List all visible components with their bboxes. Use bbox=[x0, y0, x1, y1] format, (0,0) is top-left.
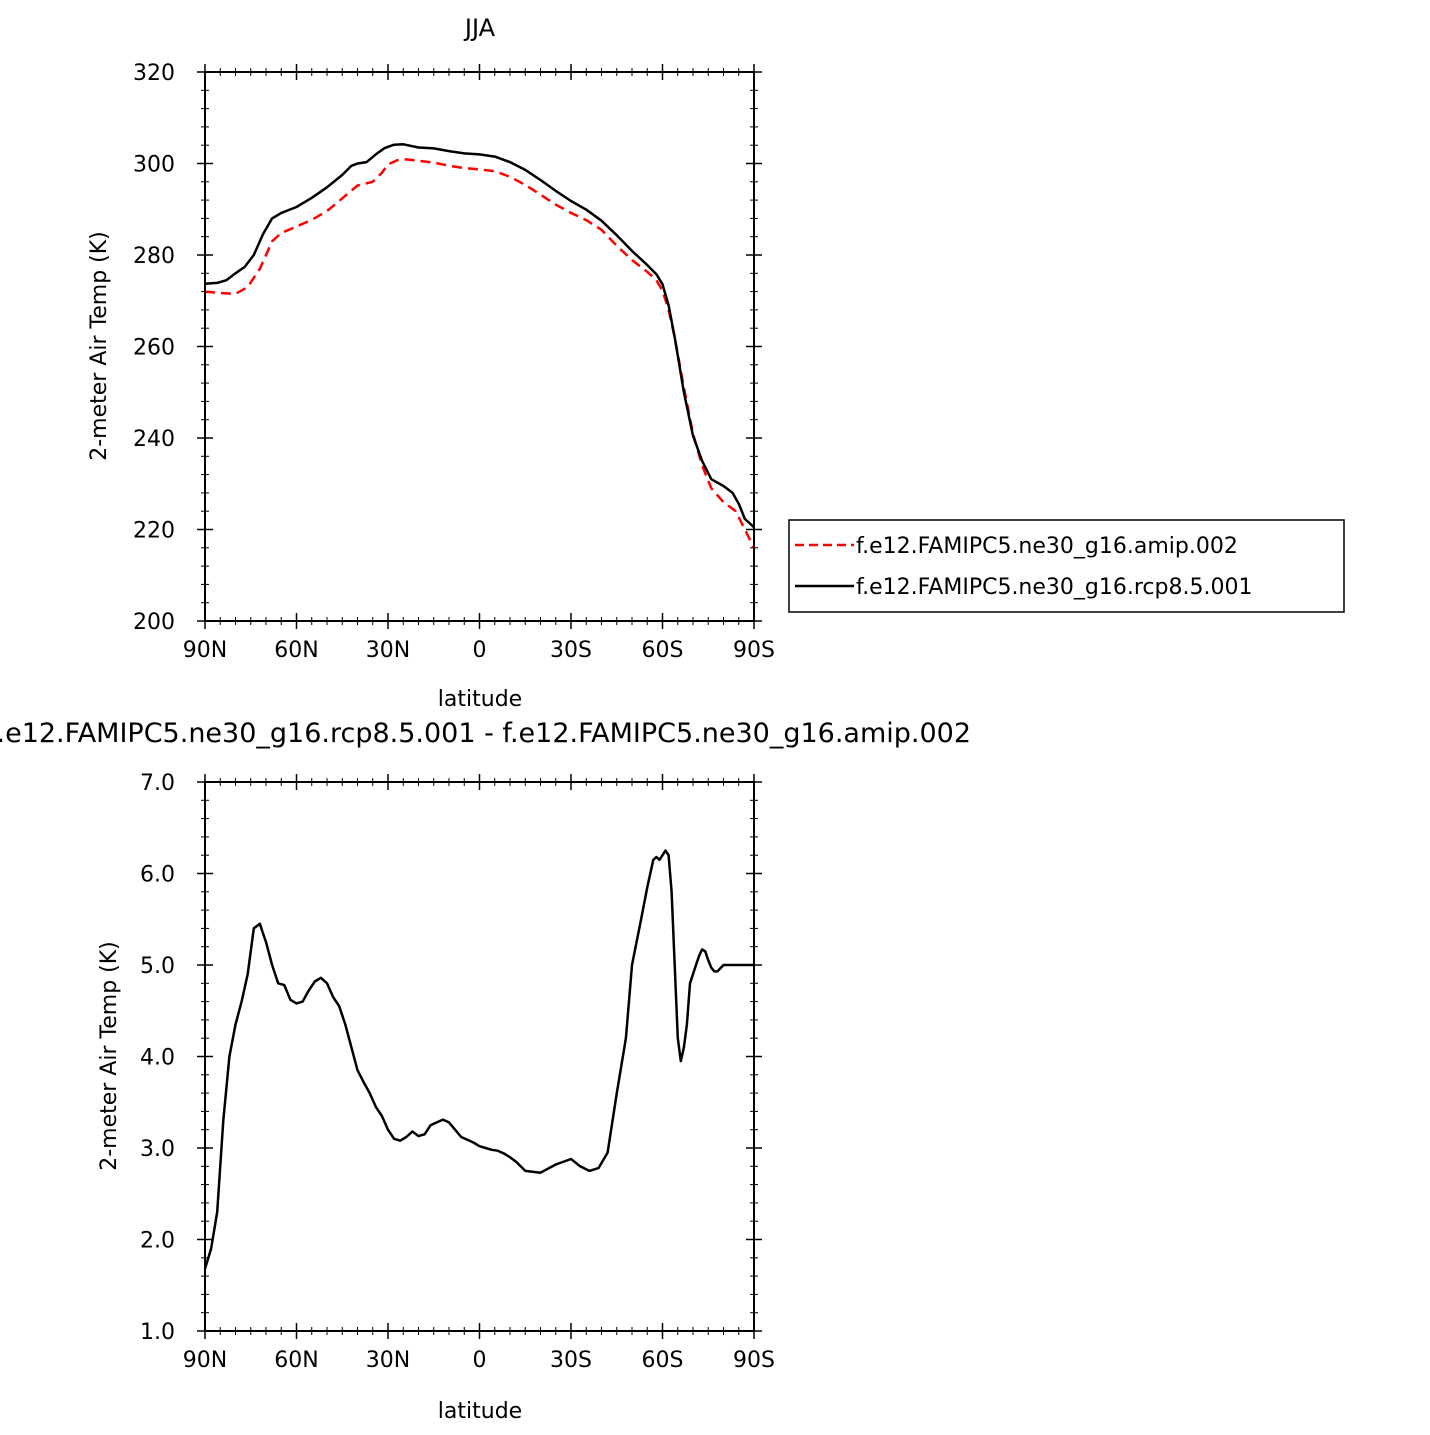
bottom-ytick-label: 1.0 bbox=[140, 1320, 175, 1345]
legend-label-amip: f.e12.FAMIPC5.ne30_g16.amip.002 bbox=[856, 534, 1238, 559]
top-ytick-label: 320 bbox=[133, 61, 175, 86]
bottom-xtick-label: 0 bbox=[473, 1348, 487, 1373]
top-xtick-label: 60N bbox=[274, 638, 318, 663]
bottom-ylabel: 2-meter Air Temp (K) bbox=[97, 941, 122, 1171]
bottom-xtick-label: 60S bbox=[642, 1348, 684, 1373]
top-ylabel: 2-meter Air Temp (K) bbox=[87, 231, 112, 461]
bottom-panel: f.e12.FAMIPC5.ne30_g16.rcp8.5.001 - f.e1… bbox=[0, 718, 971, 1424]
bottom-xtick-label: 90S bbox=[733, 1348, 775, 1373]
bottom-ytick-label: 7.0 bbox=[140, 771, 175, 796]
legend-box bbox=[788, 519, 1345, 613]
top-xtick-label: 90N bbox=[183, 638, 227, 663]
top-ytick-label: 200 bbox=[133, 610, 175, 635]
top-ytick-label: 260 bbox=[133, 336, 175, 361]
bottom-xtick-label: 60N bbox=[274, 1348, 318, 1373]
top-ytick-label: 280 bbox=[133, 244, 175, 269]
bottom-series-lines bbox=[203, 849, 754, 1270]
bottom-axis-ticks: 90N 60N 30N 0 30S 60S 90S 1.0 2.0 3.0 4.0 5.0 6.0 7.0 bbox=[140, 771, 775, 1373]
top-xtick-label: 30S bbox=[550, 638, 592, 663]
bottom-xtick-label: 30N bbox=[366, 1348, 410, 1373]
top-series-lines bbox=[204, 143, 756, 549]
top-ytick-label: 240 bbox=[133, 427, 175, 452]
top-panel: JJA latitude 2-meter Air Temp (K) 90N 60N… bbox=[87, 14, 775, 712]
bottom-ytick-label: 5.0 bbox=[140, 954, 175, 979]
bottom-ytick-label: 3.0 bbox=[140, 1137, 175, 1162]
top-plot-frame bbox=[204, 71, 755, 622]
top-ytick-label: 220 bbox=[133, 519, 175, 544]
top-xtick-label: 90S bbox=[733, 638, 775, 663]
legend: f.e12.FAMIPC5.ne30_g16.amip.002 f.e12.FA… bbox=[788, 519, 1345, 613]
bottom-title: f.e12.FAMIPC5.ne30_g16.rcp8.5.001 - f.e1… bbox=[0, 718, 971, 749]
top-ytick-label: 300 bbox=[133, 153, 175, 178]
top-title: JJA bbox=[463, 14, 496, 42]
top-series-line-0 bbox=[204, 158, 756, 549]
top-xtick-label: 60S bbox=[642, 638, 684, 663]
top-xlabel: latitude bbox=[438, 687, 522, 712]
bottom-plot-frame bbox=[204, 781, 755, 1332]
bottom-ytick-label: 4.0 bbox=[140, 1046, 175, 1071]
bottom-xtick-label: 90N bbox=[183, 1348, 227, 1373]
top-series-line-1 bbox=[204, 143, 755, 529]
bottom-ytick-label: 6.0 bbox=[140, 863, 175, 888]
bottom-series-line-0 bbox=[203, 849, 754, 1270]
bottom-ytick-label: 2.0 bbox=[140, 1229, 175, 1254]
bottom-xlabel: latitude bbox=[438, 1399, 522, 1424]
legend-label-rcp: f.e12.FAMIPC5.ne30_g16.rcp8.5.001 bbox=[856, 575, 1252, 600]
top-xtick-label: 30N bbox=[366, 638, 410, 663]
bottom-xtick-label: 30S bbox=[550, 1348, 592, 1373]
top-xtick-label: 0 bbox=[473, 638, 487, 663]
